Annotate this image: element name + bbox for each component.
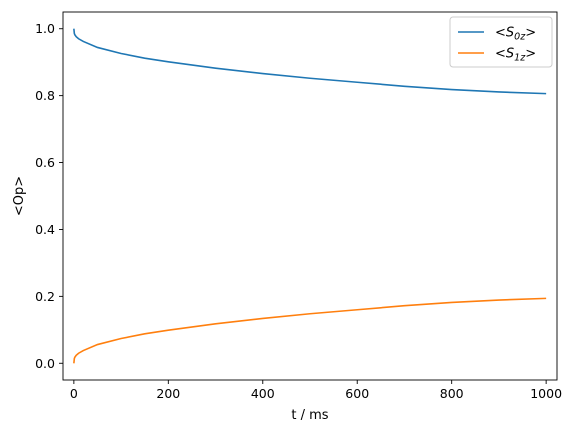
x-axis-label: t / ms	[291, 408, 328, 423]
y-tick-label: 0.8	[35, 88, 55, 103]
y-tick-label: 0.6	[35, 155, 55, 170]
x-tick-label: 0	[70, 386, 78, 401]
series-line-0	[73, 28, 547, 95]
y-tick-label: 0.4	[35, 222, 55, 237]
y-axis: 0.0 0.2 0.4 0.6 0.8 1.0	[35, 21, 63, 371]
x-tick-label: 800	[440, 386, 464, 401]
x-tick-label: 600	[345, 386, 369, 401]
x-tick-label: 200	[156, 386, 180, 401]
series-layer	[73, 28, 547, 364]
axes-layer	[62, 11, 558, 381]
plot-area	[63, 12, 557, 380]
y-tick-label: 0.0	[35, 356, 55, 371]
legend-label-0: <S0z>	[495, 26, 536, 43]
y-tick-label: 1.0	[35, 21, 55, 36]
legend-label-1: <S1z>	[495, 47, 536, 64]
x-tick-label: 400	[251, 386, 275, 401]
plot-frame	[62, 11, 558, 381]
series-line-1	[73, 297, 547, 364]
legend: <S0z> <S1z>	[449, 16, 553, 68]
x-axis: 0 200 400 600 800 1000	[70, 380, 562, 401]
y-tick-label: 0.2	[35, 289, 55, 304]
y-axis-label: <Op>	[12, 176, 27, 216]
x-tick-label: 1000	[530, 386, 562, 401]
legend-box	[449, 16, 553, 68]
